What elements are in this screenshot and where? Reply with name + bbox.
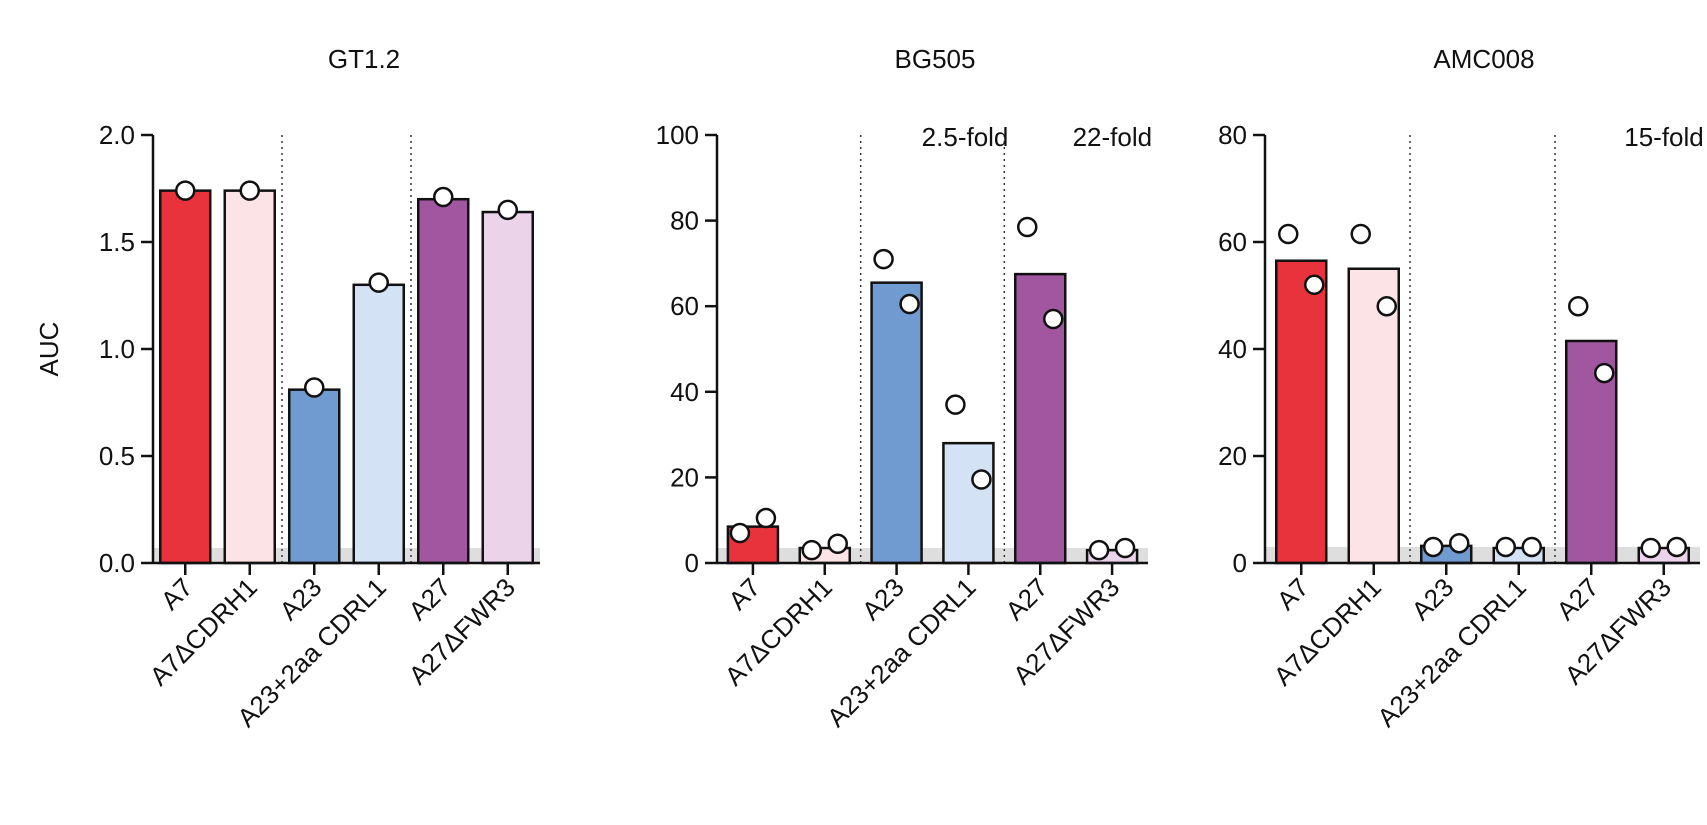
baseline-band: [1265, 546, 1700, 563]
bar-4: [942, 441, 995, 565]
fold-change-annotation: 22-fold: [1073, 122, 1153, 152]
y-tick-label: 80: [1218, 120, 1247, 150]
data-point: [433, 186, 454, 208]
data-point: [873, 248, 894, 270]
category-label: A27: [1551, 572, 1605, 626]
y-tick-label: 0: [1233, 548, 1247, 578]
bar-1: [1275, 259, 1328, 565]
data-point: [304, 377, 325, 398]
data-point: [1350, 223, 1371, 245]
data-point: [1114, 537, 1136, 559]
data-point: [497, 199, 518, 221]
category-label: A23: [274, 572, 328, 626]
chart-title: GT1.2: [328, 44, 400, 74]
y-tick-label: 0: [685, 548, 699, 578]
category-label: A7: [1271, 572, 1315, 616]
data-point: [1088, 539, 1110, 561]
category-label: A23: [1406, 572, 1460, 626]
y-tick-label: 1.0: [99, 334, 135, 364]
y-tick-label: 40: [1218, 334, 1247, 364]
y-tick-label: 60: [1218, 227, 1247, 257]
data-point: [1423, 536, 1444, 558]
y-axis-label: AUC: [34, 322, 64, 377]
category-label: A7: [722, 572, 766, 616]
data-point: [239, 180, 260, 201]
bar-3: [870, 281, 923, 565]
bar-2: [1347, 267, 1400, 565]
data-point: [1594, 362, 1615, 384]
data-point: [1568, 295, 1589, 317]
y-tick-label: 1.5: [99, 227, 135, 257]
data-point: [755, 507, 777, 529]
y-tick-label: 20: [670, 462, 699, 492]
data-point: [1304, 274, 1325, 296]
y-tick-label: 20: [1218, 441, 1247, 471]
category-label: A23: [856, 572, 910, 626]
fold-change-annotation: 2.5-fold: [922, 122, 1009, 152]
data-point: [1495, 536, 1516, 558]
data-point: [368, 272, 389, 293]
y-tick-label: 40: [670, 377, 699, 407]
category-label: A27: [1000, 572, 1054, 626]
data-point: [1521, 536, 1542, 558]
y-tick-label: 0.0: [99, 548, 135, 578]
data-point: [971, 469, 992, 490]
bar-1: [159, 189, 212, 565]
data-point: [1278, 223, 1299, 245]
data-point: [1666, 536, 1687, 558]
bar-6: [481, 210, 534, 565]
y-tick-label: 0.5: [99, 441, 135, 471]
data-point: [945, 394, 966, 415]
data-point: [1640, 537, 1661, 559]
y-tick-label: 2.0: [99, 120, 135, 150]
category-label: A7: [155, 572, 199, 616]
y-tick-label: 100: [656, 120, 699, 150]
baseline-band: [717, 548, 1148, 563]
data-point: [1376, 295, 1397, 317]
y-tick-label: 60: [670, 291, 699, 321]
bar-3: [288, 388, 341, 565]
data-point: [729, 522, 751, 544]
data-point: [175, 180, 196, 201]
data-point: [827, 533, 848, 554]
fold-change-annotation: 15-fold: [1624, 122, 1704, 152]
chart-title: AMC008: [1433, 44, 1534, 74]
chart-title: BG505: [895, 44, 976, 74]
data-point: [899, 293, 920, 315]
bar-5: [417, 197, 470, 565]
bar-2: [223, 189, 276, 565]
data-point: [1017, 216, 1038, 238]
bar-4: [352, 283, 405, 565]
category-label: A27: [403, 572, 457, 626]
data-point: [1449, 532, 1470, 554]
data-point: [801, 539, 822, 561]
data-point: [1043, 308, 1064, 330]
y-tick-label: 80: [670, 206, 699, 236]
